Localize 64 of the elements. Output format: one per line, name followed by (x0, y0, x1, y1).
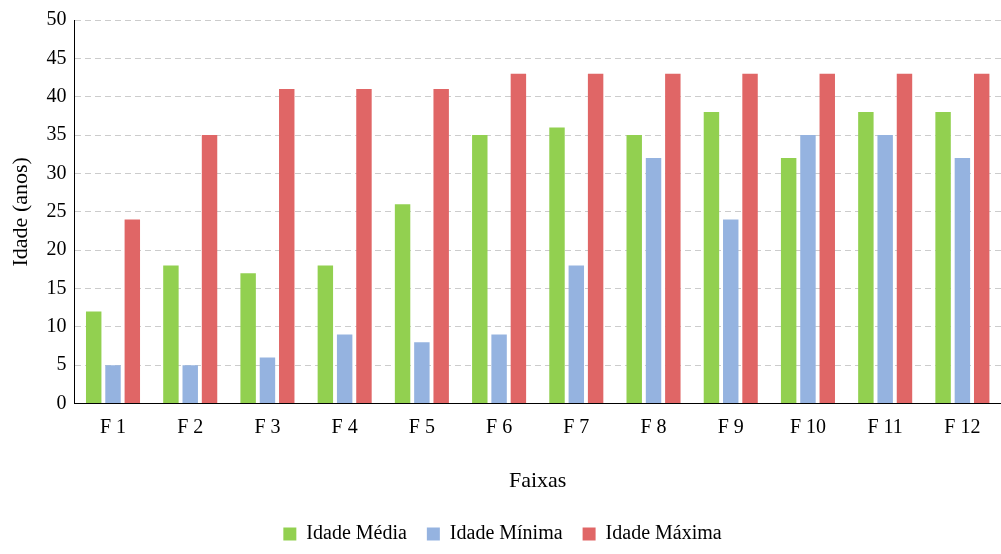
bar (800, 135, 816, 404)
bar (433, 89, 449, 404)
x-tick-label: F 10 (789, 414, 827, 437)
bar (510, 73, 527, 404)
bar (549, 127, 565, 404)
bar (645, 158, 662, 404)
x-tick-label: F 11 (867, 414, 903, 437)
bar (858, 112, 874, 404)
y-tick-label: 45 (46, 45, 67, 68)
x-tick-label: F 2 (177, 414, 204, 437)
legend-label: Idade Máxima (605, 521, 722, 544)
bar (85, 311, 102, 404)
bar (780, 158, 797, 404)
bar (587, 73, 604, 404)
x-tick-label: F 12 (944, 414, 981, 437)
bar (819, 73, 835, 404)
bar (182, 365, 198, 404)
y-tick-label: 25 (46, 199, 67, 222)
legend-label: Idade Média (306, 521, 407, 544)
bar (336, 334, 353, 404)
bar (317, 265, 334, 404)
x-tick-label: F 8 (640, 414, 667, 437)
y-tick-label: 30 (46, 160, 67, 183)
bar (742, 73, 758, 404)
x-tick-label: F 5 (408, 414, 435, 437)
bar (723, 219, 739, 404)
bar (259, 357, 276, 404)
bar (491, 334, 507, 404)
bar (124, 219, 141, 404)
bar (626, 135, 642, 404)
bar (568, 265, 585, 404)
y-tick-label: 0 (56, 390, 67, 413)
bar (896, 73, 913, 404)
bar (279, 89, 295, 404)
x-axis-title: Faixas (508, 466, 567, 492)
bar (414, 342, 430, 404)
bar (877, 135, 893, 404)
y-tick-label: 5 (56, 352, 67, 375)
y-tick-label: 10 (46, 314, 67, 337)
bar (973, 73, 990, 404)
bar (935, 112, 951, 404)
bar (954, 158, 971, 404)
y-axis-title: Idade (anos) (6, 157, 32, 267)
x-tick-label: F 1 (99, 414, 127, 437)
x-tick-label: F 7 (563, 414, 590, 437)
y-tick-label: 40 (46, 83, 67, 106)
bar (472, 135, 488, 404)
y-tick-label: 15 (46, 275, 67, 298)
x-tick-label: F 6 (486, 414, 513, 437)
x-tick-label: F 3 (254, 414, 281, 437)
legend-label: Idade Mínima (449, 521, 563, 544)
bar (240, 273, 256, 404)
bar (394, 204, 411, 404)
bar (703, 112, 720, 404)
x-tick-label: F 4 (331, 414, 358, 437)
y-tick-label: 50 (46, 7, 67, 30)
bar (201, 135, 218, 404)
bar (665, 73, 681, 404)
bar (105, 365, 121, 404)
bar (163, 265, 179, 404)
y-tick-label: 35 (46, 122, 67, 145)
bar (356, 89, 372, 404)
y-tick-label: 20 (46, 237, 67, 260)
x-tick-label: F 9 (717, 414, 744, 437)
